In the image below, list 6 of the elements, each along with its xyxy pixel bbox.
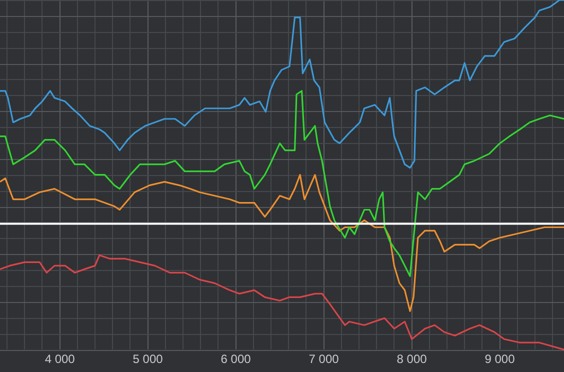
x-tick-label: 4 000 [44,352,76,366]
x-tick-label: 9 000 [484,352,516,366]
x-tick-label: 8 000 [396,352,428,366]
x-tick-label: 6 000 [220,352,252,366]
x-tick-label: 7 000 [308,352,340,366]
x-tick-label: 5 000 [132,352,164,366]
